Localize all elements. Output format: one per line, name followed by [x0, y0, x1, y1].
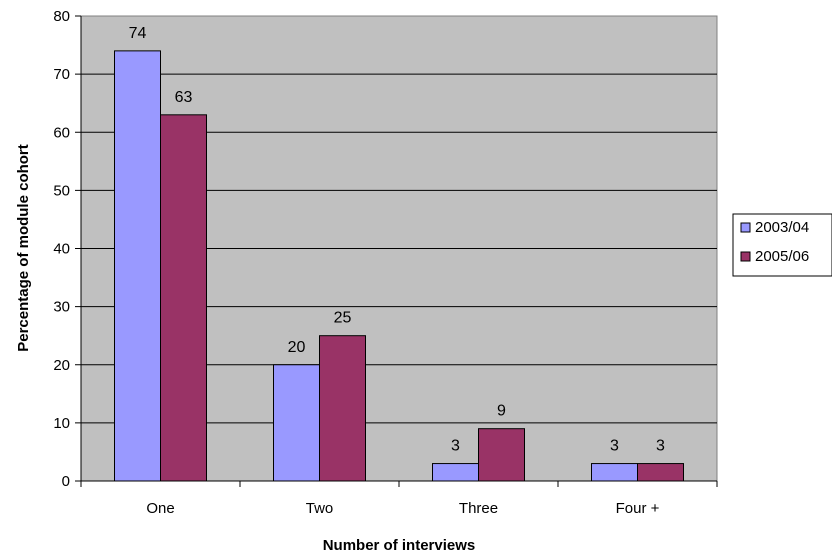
y-tick-label: 40: [53, 241, 70, 258]
bar: [637, 463, 684, 482]
data-label: 20: [288, 339, 306, 356]
y-tick-label: 80: [53, 8, 70, 25]
bars: [114, 50, 684, 482]
legend-swatch: [740, 222, 751, 233]
x-tick-label: Three: [459, 500, 498, 517]
legend-swatch: [740, 251, 751, 262]
x-tick-label: Four +: [616, 500, 660, 517]
x-axis: One Two Three Four +: [80, 480, 718, 517]
data-label: 3: [451, 438, 460, 455]
data-label: 9: [497, 403, 506, 420]
y-tick-label: 60: [53, 124, 70, 141]
y-axis: 0 10 20 30 40 50 60 70 80: [53, 8, 82, 490]
bar: [273, 364, 320, 482]
y-tick-label: 70: [53, 66, 70, 83]
bar: [114, 50, 161, 482]
legend-label: 2003/04: [755, 219, 809, 236]
y-tick-label: 30: [53, 299, 70, 316]
bar: [591, 463, 638, 482]
bar: [478, 428, 525, 482]
bar: [319, 335, 366, 482]
bar: [160, 114, 207, 482]
data-label: 25: [334, 310, 352, 327]
y-tick-label: 0: [62, 473, 70, 490]
data-label: 3: [610, 438, 619, 455]
legend: 2003/04 2005/06: [732, 213, 832, 277]
y-axis-title: Percentage of module cohort: [15, 144, 32, 352]
x-tick-label: Two: [306, 500, 334, 517]
bar: [432, 463, 479, 482]
data-labels: 74 63 20 25 3 9 3 3: [129, 25, 665, 455]
y-tick-label: 20: [53, 357, 70, 374]
data-label: 74: [129, 25, 147, 42]
legend-label: 2005/06: [755, 248, 809, 265]
y-tick-label: 50: [53, 182, 70, 199]
data-label: 3: [656, 438, 665, 455]
data-label: 63: [175, 89, 193, 106]
x-tick-label: One: [146, 500, 174, 517]
x-axis-title: Number of interviews: [323, 537, 476, 554]
y-tick-label: 10: [53, 415, 70, 432]
